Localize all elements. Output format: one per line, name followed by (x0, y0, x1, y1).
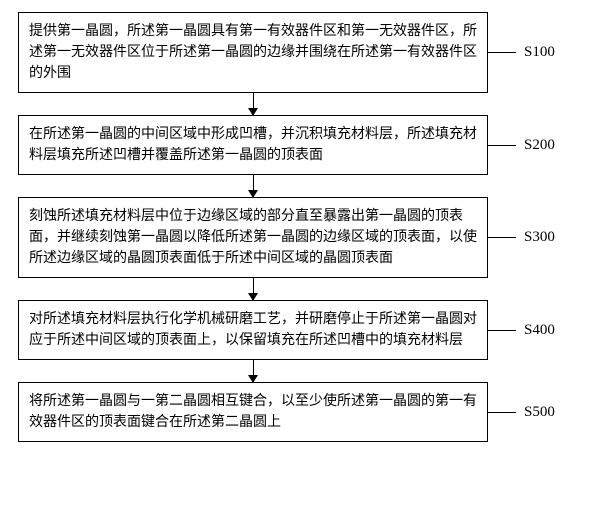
step-text: 在所述第一晶圆的中间区域中形成凹槽，并沉积填充材料层，所述填充材料层填充所述凹槽… (29, 127, 477, 163)
step-text: 将所述第一晶圆与一第二晶圆相互键合，以至少使所述第一晶圆的第一有效器件区的顶表面… (29, 394, 477, 430)
step-label-1: S100 (524, 44, 555, 61)
connector-line (488, 237, 516, 238)
step-row-4: 对所述填充材料层执行化学机械研磨工艺，并研磨停止于所述第一晶圆对应于所述中间区域… (0, 300, 592, 360)
arrow-cell (18, 175, 488, 197)
step-box-1: 提供第一晶圆，所述第一晶圆具有第一有效器件区和第一无效器件区，所述第一无效器件区… (18, 12, 488, 93)
step-label-5: S500 (524, 404, 555, 421)
arrow-wrap-1 (0, 93, 592, 115)
arrow-down-icon (253, 278, 254, 300)
step-box-4: 对所述填充材料层执行化学机械研磨工艺，并研磨停止于所述第一晶圆对应于所述中间区域… (18, 300, 488, 360)
arrow-wrap-3 (0, 278, 592, 300)
step-box-2: 在所述第一晶圆的中间区域中形成凹槽，并沉积填充材料层，所述填充材料层填充所述凹槽… (18, 115, 488, 175)
step-text: 刻蚀所述填充材料层中位于边缘区域的部分直至暴露出第一晶圆的顶表面，并继续刻蚀第一… (29, 209, 477, 266)
step-row-3: 刻蚀所述填充材料层中位于边缘区域的部分直至暴露出第一晶圆的顶表面，并继续刻蚀第一… (0, 197, 592, 278)
step-text: 提供第一晶圆，所述第一晶圆具有第一有效器件区和第一无效器件区，所述第一无效器件区… (29, 24, 477, 81)
arrow-wrap-2 (0, 175, 592, 197)
arrow-down-icon (253, 175, 254, 197)
arrow-cell (18, 360, 488, 382)
arrow-down-icon (253, 360, 254, 382)
step-label-3: S300 (524, 229, 555, 246)
step-label-4: S400 (524, 322, 555, 339)
arrow-down-icon (253, 93, 254, 115)
connector-line (488, 412, 516, 413)
connector-line (488, 52, 516, 53)
step-row-2: 在所述第一晶圆的中间区域中形成凹槽，并沉积填充材料层，所述填充材料层填充所述凹槽… (0, 115, 592, 175)
arrow-cell (18, 93, 488, 115)
connector-line (488, 145, 516, 146)
step-label-2: S200 (524, 137, 555, 154)
step-box-5: 将所述第一晶圆与一第二晶圆相互键合，以至少使所述第一晶圆的第一有效器件区的顶表面… (18, 382, 488, 442)
step-box-3: 刻蚀所述填充材料层中位于边缘区域的部分直至暴露出第一晶圆的顶表面，并继续刻蚀第一… (18, 197, 488, 278)
step-text: 对所述填充材料层执行化学机械研磨工艺，并研磨停止于所述第一晶圆对应于所述中间区域… (29, 312, 477, 348)
flowchart-container: 提供第一晶圆，所述第一晶圆具有第一有效器件区和第一无效器件区，所述第一无效器件区… (0, 0, 592, 515)
arrow-wrap-4 (0, 360, 592, 382)
step-row-5: 将所述第一晶圆与一第二晶圆相互键合，以至少使所述第一晶圆的第一有效器件区的顶表面… (0, 382, 592, 442)
arrow-cell (18, 278, 488, 300)
step-row-1: 提供第一晶圆，所述第一晶圆具有第一有效器件区和第一无效器件区，所述第一无效器件区… (0, 12, 592, 93)
connector-line (488, 330, 516, 331)
